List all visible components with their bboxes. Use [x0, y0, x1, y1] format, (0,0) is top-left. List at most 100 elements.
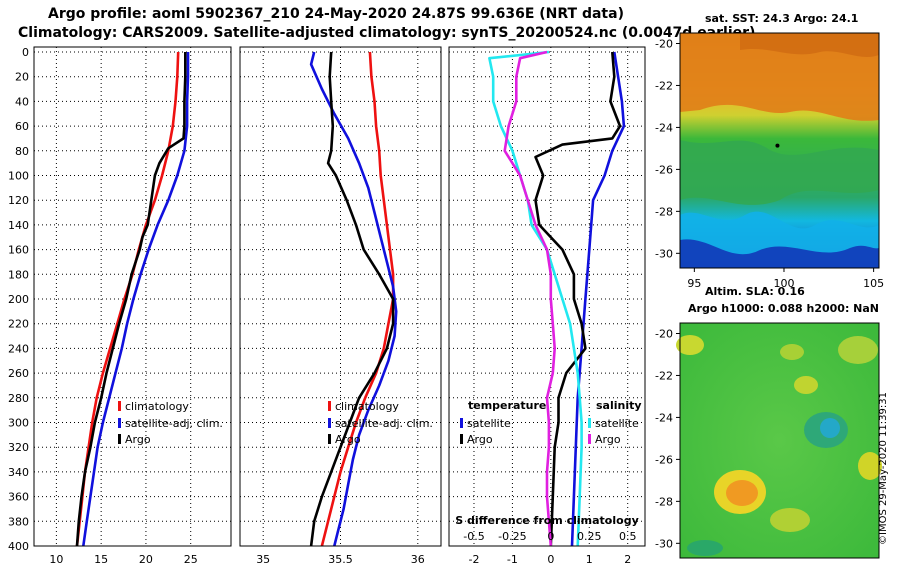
series-line-temperature-argo	[534, 51, 622, 546]
salinity-tick-label: 0	[547, 530, 554, 543]
argo-height-caption: Argo h1000: 0.088 h2000: NaN	[688, 302, 880, 315]
map-x-tick-label: 105	[863, 277, 884, 290]
plot-frame	[239, 46, 442, 547]
legend-sal-argo-swatch	[588, 434, 591, 444]
plot-frame	[448, 46, 646, 547]
map-x-tick-label: 100	[773, 277, 794, 290]
series-line-salinity-argo	[503, 50, 557, 546]
legend-satellite-adj-label: satellite-adj. clim.	[335, 417, 433, 430]
y-tick-label: 260	[8, 367, 29, 380]
y-tick-label: 400	[8, 540, 29, 553]
sst-map-axes: -20 -22 -24 -26 -28 -30 95 100 105	[655, 37, 884, 290]
sla-map-axes: -20 -22 -24 -26 -28 -30	[655, 327, 680, 550]
y-tick-label: 100	[8, 170, 29, 183]
y-tick-label: 40	[15, 95, 29, 108]
salinity-tick-label: 0.5	[619, 530, 637, 543]
y-tick-label: 280	[8, 392, 29, 405]
series-line-argo	[75, 52, 187, 546]
x-tick-label: -2	[468, 553, 479, 566]
legend-climatology-swatch	[328, 401, 331, 411]
series-line-climatology	[75, 51, 180, 546]
map-y-tick-label: -26	[655, 163, 673, 176]
legend-temp-argo-label: Argo	[467, 433, 493, 446]
x-tick-label: 35	[256, 553, 270, 566]
series-group	[309, 51, 398, 546]
map-y-tick-label: -24	[655, 411, 673, 424]
y-tick-label: 80	[15, 145, 29, 158]
x-tick-label: 20	[139, 553, 153, 566]
map-y-tick-label: -24	[655, 121, 673, 134]
series-line-satellite-adj-clim-	[309, 51, 398, 546]
sst-map	[679, 32, 880, 269]
x-tick-label: -1	[507, 553, 518, 566]
y-tick-label: 200	[8, 293, 29, 306]
difference-panel: -2 -1 0 1 2 -0.5 -0.25 0 0.25 0.5 S difference fro…	[448, 46, 646, 566]
legend-sal-satellite-label: satellite	[595, 417, 639, 430]
map-x-tick-label: 95	[687, 277, 701, 290]
legend-climatology-label: climatology	[335, 400, 399, 413]
series-line-argo	[309, 51, 395, 546]
series-group	[75, 51, 190, 546]
sla-caption: Altim. SLA: 0.16	[705, 285, 805, 298]
legend-temp-satellite-swatch	[460, 418, 463, 428]
x-tick-label: 10	[49, 553, 63, 566]
map-y-tick-label: -20	[655, 37, 673, 50]
map-y-tick-label: -30	[655, 247, 673, 260]
map-y-tick-label: -22	[655, 79, 673, 92]
series-line-satellite-adj-clim-	[82, 52, 190, 546]
x-tick-label: 1	[586, 553, 593, 566]
x-tick-label: 36	[411, 553, 425, 566]
series-group	[488, 50, 626, 546]
plot-frame	[33, 46, 232, 547]
y-tick-label: 60	[15, 120, 29, 133]
x-tick-label: 15	[94, 553, 108, 566]
y-tick-label: 180	[8, 268, 29, 281]
legend-temp-argo-swatch	[460, 434, 463, 444]
chart-title-line-1: Argo profile: aoml 5902367_210 24-May-20…	[48, 6, 624, 22]
legend-temperature-heading: temperature	[468, 399, 546, 412]
y-tick-label: 340	[8, 466, 29, 479]
temperature-panel: 10 15 20 25 0 20 40 60 80 100 120 140 160 180 200 220 24…	[8, 46, 232, 566]
y-tick-label: 0	[22, 46, 29, 59]
y-tick-label: 320	[8, 441, 29, 454]
salinity-tick-label: -0.25	[498, 530, 526, 543]
salinity-panel: 35 35.5 36 climatology satellite-adj. clim. A…	[239, 46, 442, 566]
salinity-tick-label: -0.5	[463, 530, 484, 543]
legend-argo-label: Argo	[125, 433, 151, 446]
chart-title-line-2: Climatology: CARS2009. Satellite-adjuste…	[18, 25, 756, 41]
y-tick-label: 360	[8, 491, 29, 504]
imos-timestamp: ©IMOS 29-May-2020 11:39:31	[878, 392, 889, 545]
x-tick-label: 2	[624, 553, 631, 566]
map-y-tick-label: -26	[655, 453, 673, 466]
legend-climatology-swatch	[118, 401, 121, 411]
x-tick-label: 0	[547, 553, 554, 566]
sla-map	[676, 322, 882, 559]
y-tick-label: 240	[8, 342, 29, 355]
map-y-tick-label: -28	[655, 495, 673, 508]
y-tick-label: 160	[8, 244, 29, 257]
legend-argo-swatch	[118, 434, 121, 444]
difference-axis-label: S difference from climatology	[455, 514, 639, 527]
legend-sal-satellite-swatch	[588, 418, 591, 428]
sst-caption: sat. SST: 24.3 Argo: 24.1	[705, 12, 859, 25]
map-y-tick-label: -20	[655, 327, 673, 340]
map-y-tick-label: -30	[655, 537, 673, 550]
y-tick-label: 120	[8, 194, 29, 207]
argo-position-marker	[775, 143, 780, 148]
map-y-tick-label: -28	[655, 205, 673, 218]
y-tick-label: 140	[8, 219, 29, 232]
legend-satellite-adj-label: satellite-adj. clim.	[125, 417, 223, 430]
series-line-salinity-satellite	[488, 50, 583, 546]
x-tick-label: 35.5	[328, 553, 353, 566]
y-tick-label: 380	[8, 515, 29, 528]
legend-satellite-adj-swatch	[328, 418, 331, 428]
legend-argo-swatch	[328, 434, 331, 444]
legend-argo-label: Argo	[335, 433, 361, 446]
y-tick-label: 220	[8, 318, 29, 331]
legend-satellite-adj-swatch	[118, 418, 121, 428]
y-tick-label: 300	[8, 417, 29, 430]
x-tick-label: 25	[184, 553, 198, 566]
series-line-temperature-satellite	[570, 51, 626, 546]
legend-temp-satellite-label: satellite	[467, 417, 511, 430]
